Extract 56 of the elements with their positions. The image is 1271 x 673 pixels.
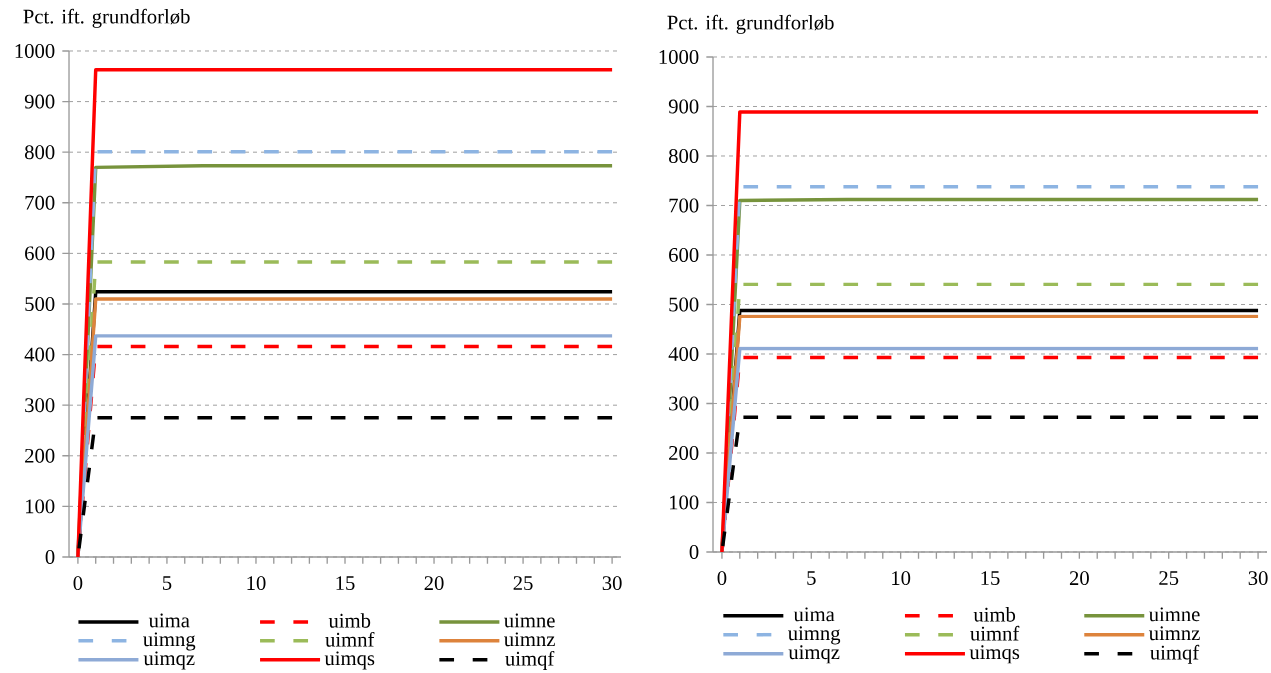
y-tick-label: 700 — [25, 195, 55, 210]
x-tick-label: 20 — [1069, 571, 1089, 586]
y-tick-label: 500 — [669, 297, 699, 312]
legend-label: uimb — [328, 613, 371, 628]
x-tick-label: 0 — [73, 576, 83, 591]
legend-label: uimqz — [788, 645, 840, 664]
x-tick-label: 10 — [247, 576, 266, 591]
x-tick-label: 30 — [1248, 571, 1268, 586]
x-tick-label: 25 — [513, 576, 533, 591]
y-tick-label: 0 — [689, 545, 699, 559]
y-tick-label: 600 — [669, 248, 699, 262]
y-tick-label: 300 — [669, 396, 699, 411]
legend-label: uimqf — [1150, 644, 1200, 664]
x-tick-label: 15 — [981, 571, 1000, 585]
y-tick-label: 800 — [24, 145, 55, 160]
y-tick-label: 200 — [669, 446, 699, 460]
y-tick-label: 400 — [24, 347, 55, 362]
legend-label: uimnf — [970, 625, 1020, 641]
legend-label: uimqf — [505, 650, 555, 670]
x-tick-label: 5 — [807, 571, 816, 585]
y-tick-label: 400 — [668, 347, 699, 361]
y-tick-label: 200 — [25, 448, 55, 463]
y-tick-label: 700 — [669, 198, 699, 213]
legend-label: uimng — [143, 632, 196, 651]
legend-label: uima — [148, 613, 190, 628]
y-tick-label: 500 — [25, 297, 55, 311]
legend-label: uimqs — [969, 645, 1020, 664]
y-tick-label: 1000 — [659, 50, 699, 64]
x-tick-label: 20 — [424, 576, 444, 591]
x-tick-label: 30 — [602, 576, 622, 591]
y-tick-label: 100 — [670, 495, 699, 510]
y-tick-label: 900 — [668, 99, 699, 114]
x-tick-label: 5 — [162, 576, 172, 590]
y-tick-label: 0 — [45, 550, 55, 564]
legend-label: uimnz — [504, 632, 555, 647]
x-tick-label: 15 — [336, 576, 355, 590]
legend-label: uimqs — [324, 651, 375, 670]
y-tick-label: 1000 — [15, 44, 55, 58]
legend-label: uimng — [788, 626, 841, 645]
y-axis-title: Pct. ift. grundforløb — [23, 8, 190, 28]
legend-label: uimqz — [143, 651, 195, 670]
y-axis-title: Pct. ift. grundforløb — [667, 14, 834, 34]
legend-label: uimne — [504, 613, 555, 628]
y-tick-label: 100 — [26, 499, 55, 514]
x-tick-label: 10 — [892, 571, 911, 586]
legend-label: uimnz — [1148, 626, 1200, 641]
legend-label: uimne — [1148, 607, 1200, 622]
legend-label: uimnf — [325, 631, 375, 647]
y-tick-label: 900 — [24, 94, 55, 109]
y-tick-label: 800 — [668, 149, 699, 163]
y-tick-label: 300 — [25, 398, 55, 413]
legend-label: uima — [793, 607, 835, 622]
legend-label: uimb — [973, 607, 1016, 622]
x-tick-label: 0 — [717, 571, 727, 586]
y-tick-label: 600 — [25, 246, 55, 261]
x-tick-label: 25 — [1159, 571, 1179, 586]
